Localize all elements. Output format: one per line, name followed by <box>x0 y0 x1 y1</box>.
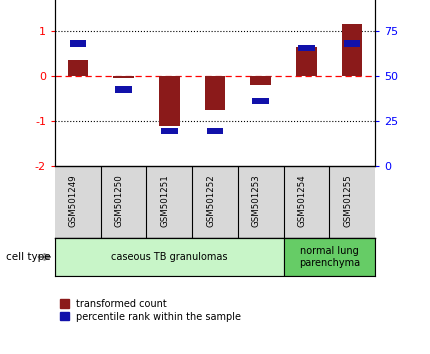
Text: GSM501255: GSM501255 <box>343 175 352 227</box>
Text: caseous TB granulomas: caseous TB granulomas <box>111 252 227 262</box>
Bar <box>207 128 223 134</box>
Bar <box>296 47 317 76</box>
Bar <box>161 128 178 134</box>
Bar <box>344 40 360 47</box>
Bar <box>205 76 225 110</box>
Bar <box>298 45 315 51</box>
Text: GSM501250: GSM501250 <box>114 175 123 227</box>
Text: normal lung
parenchyma: normal lung parenchyma <box>299 246 360 268</box>
Legend: transformed count, percentile rank within the sample: transformed count, percentile rank withi… <box>60 299 241 322</box>
Bar <box>55 238 283 276</box>
Bar <box>159 76 180 126</box>
Text: cell type: cell type <box>6 252 51 262</box>
Bar <box>252 98 269 104</box>
Bar <box>70 40 86 47</box>
Text: GSM501251: GSM501251 <box>160 175 169 227</box>
Text: GSM501249: GSM501249 <box>69 175 78 227</box>
Bar <box>115 86 132 93</box>
Text: GSM501252: GSM501252 <box>206 175 215 227</box>
Bar <box>68 60 88 76</box>
Bar <box>283 238 375 276</box>
Bar <box>342 24 362 76</box>
Text: GSM501253: GSM501253 <box>252 175 261 227</box>
Text: GSM501254: GSM501254 <box>298 175 307 227</box>
Bar <box>250 76 271 85</box>
Bar <box>113 76 134 78</box>
